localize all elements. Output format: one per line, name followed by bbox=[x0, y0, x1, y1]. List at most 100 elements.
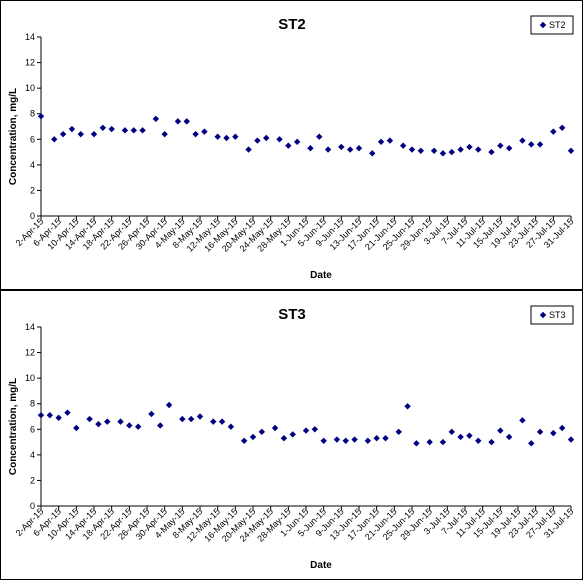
st3-data-point bbox=[280, 435, 288, 442]
st2-data-point bbox=[536, 141, 544, 148]
st2-data-point bbox=[439, 150, 447, 157]
st3-data-point bbox=[165, 401, 173, 409]
st3-data-point bbox=[64, 409, 71, 416]
st3-data-point bbox=[466, 432, 473, 439]
st2-data-point bbox=[369, 150, 376, 157]
st2-data-point bbox=[37, 113, 45, 120]
st2-y-axis-label: Concentration, mg/L bbox=[8, 88, 19, 185]
st3-data-point bbox=[258, 428, 266, 436]
st2-data-point bbox=[77, 130, 84, 138]
st3-data-point bbox=[240, 437, 248, 444]
st3-data-point bbox=[528, 440, 535, 447]
st2-data-point bbox=[245, 146, 252, 153]
st2-data-point bbox=[466, 143, 473, 151]
st3-y-tick-label: 12 bbox=[25, 348, 35, 358]
st3-data-point bbox=[373, 435, 380, 442]
st2-data-point bbox=[59, 130, 67, 138]
st3-y-tick-label: 14 bbox=[25, 322, 35, 332]
st2-data-point bbox=[108, 125, 115, 133]
st2-y-tick-label: 12 bbox=[25, 58, 35, 68]
st3-data-point bbox=[404, 403, 411, 410]
st2-y-tick-label: 10 bbox=[25, 83, 35, 93]
st3-data-point bbox=[519, 417, 526, 424]
st3-data-point bbox=[439, 438, 447, 446]
st3-data-point bbox=[320, 437, 327, 444]
chart-panel-st2: ST2 0 2 4 6 8 10 12 14 2-Apr-15 6-Apr-15 10-Apr-15 1… bbox=[0, 0, 583, 290]
st3-data-point bbox=[134, 423, 142, 430]
st3-chart-title: ST3 bbox=[278, 306, 306, 323]
st3-y-tick-label: 0 bbox=[30, 501, 35, 511]
st2-data-point bbox=[214, 133, 221, 140]
st2-data-point bbox=[505, 145, 513, 152]
st3-data-point bbox=[342, 437, 349, 444]
st3-y-tick-label: 8 bbox=[30, 399, 35, 409]
st3-data-point bbox=[148, 410, 155, 418]
st2-data-point bbox=[430, 147, 438, 154]
st2-data-point bbox=[51, 136, 58, 143]
st2-data-point bbox=[201, 128, 208, 135]
st2-data-point bbox=[324, 146, 332, 153]
st2-data-point bbox=[307, 145, 314, 152]
st3-data-point bbox=[550, 429, 557, 437]
st3-data-point bbox=[73, 424, 80, 432]
st2-data-point bbox=[68, 125, 76, 133]
st2-data-point bbox=[254, 137, 261, 144]
st3-data-point bbox=[95, 420, 102, 428]
st2-data-point bbox=[161, 130, 168, 138]
st3-x-axis-label: Date bbox=[310, 560, 332, 571]
chart-svg-st2: ST2024681012142-Apr-156-Apr-1510-Apr-151… bbox=[8, 15, 575, 281]
st2-data-point bbox=[223, 134, 230, 142]
st3-data-point bbox=[126, 422, 133, 429]
st2-x-axis-label: Date bbox=[310, 270, 332, 281]
st2-data-point bbox=[408, 146, 416, 153]
st3-data-point bbox=[475, 437, 482, 444]
st2-data-point bbox=[90, 130, 98, 138]
st2-data-point bbox=[263, 134, 270, 142]
chart-svg-st3: ST3024681012142-Apr-156-Apr-1510-Apr-151… bbox=[8, 305, 575, 571]
st3-data-point bbox=[227, 423, 235, 430]
st2-data-point bbox=[232, 133, 239, 140]
st2-y-tick-label: 2 bbox=[30, 185, 35, 195]
st2-legend bbox=[530, 15, 574, 35]
st2-data-point bbox=[316, 133, 323, 140]
st2-legend-label: ST2 bbox=[549, 20, 566, 30]
st3-legend-label: ST3 bbox=[549, 310, 566, 320]
st2-data-point bbox=[121, 127, 129, 134]
st2-y-tick-label: 8 bbox=[30, 109, 35, 119]
st3-data-point bbox=[351, 436, 358, 443]
st3-data-point bbox=[187, 415, 195, 423]
st3-data-point bbox=[333, 436, 341, 443]
st3-data-point bbox=[505, 433, 513, 441]
st2-data-point bbox=[399, 142, 407, 149]
st2-data-point bbox=[528, 141, 535, 148]
st2-data-point bbox=[139, 127, 146, 134]
st3-data-point bbox=[157, 422, 164, 429]
st3-data-point bbox=[448, 428, 455, 436]
st2-data-point bbox=[558, 124, 566, 131]
st2-data-point bbox=[152, 115, 160, 123]
st3-data-point bbox=[311, 426, 319, 433]
st2-y-tick-label: 4 bbox=[30, 160, 35, 170]
st3-data-point bbox=[536, 428, 544, 436]
st2-data-point bbox=[338, 143, 345, 151]
st2-y-tick-label: 6 bbox=[30, 134, 35, 144]
st2-legend-marker bbox=[539, 21, 547, 29]
st3-data-point bbox=[249, 433, 257, 441]
st3-data-point bbox=[179, 415, 186, 423]
st3-data-point bbox=[426, 438, 433, 446]
st3-data-point bbox=[196, 413, 204, 420]
st3-data-point bbox=[567, 436, 575, 443]
st3-data-point bbox=[302, 427, 310, 434]
st3-data-point bbox=[37, 412, 45, 419]
st3-data-point bbox=[210, 418, 217, 425]
st2-data-point bbox=[174, 118, 182, 125]
st3-data-point bbox=[457, 433, 464, 441]
st2-data-point bbox=[285, 142, 292, 149]
st3-legend-marker bbox=[539, 311, 547, 319]
st3-data-point bbox=[364, 437, 372, 444]
st3-data-point bbox=[86, 415, 93, 423]
st2-data-point bbox=[386, 137, 394, 144]
st3-data-point bbox=[558, 424, 566, 432]
st2-data-point bbox=[183, 118, 190, 125]
st3-y-axis-label: Concentration, mg/L bbox=[8, 378, 19, 475]
